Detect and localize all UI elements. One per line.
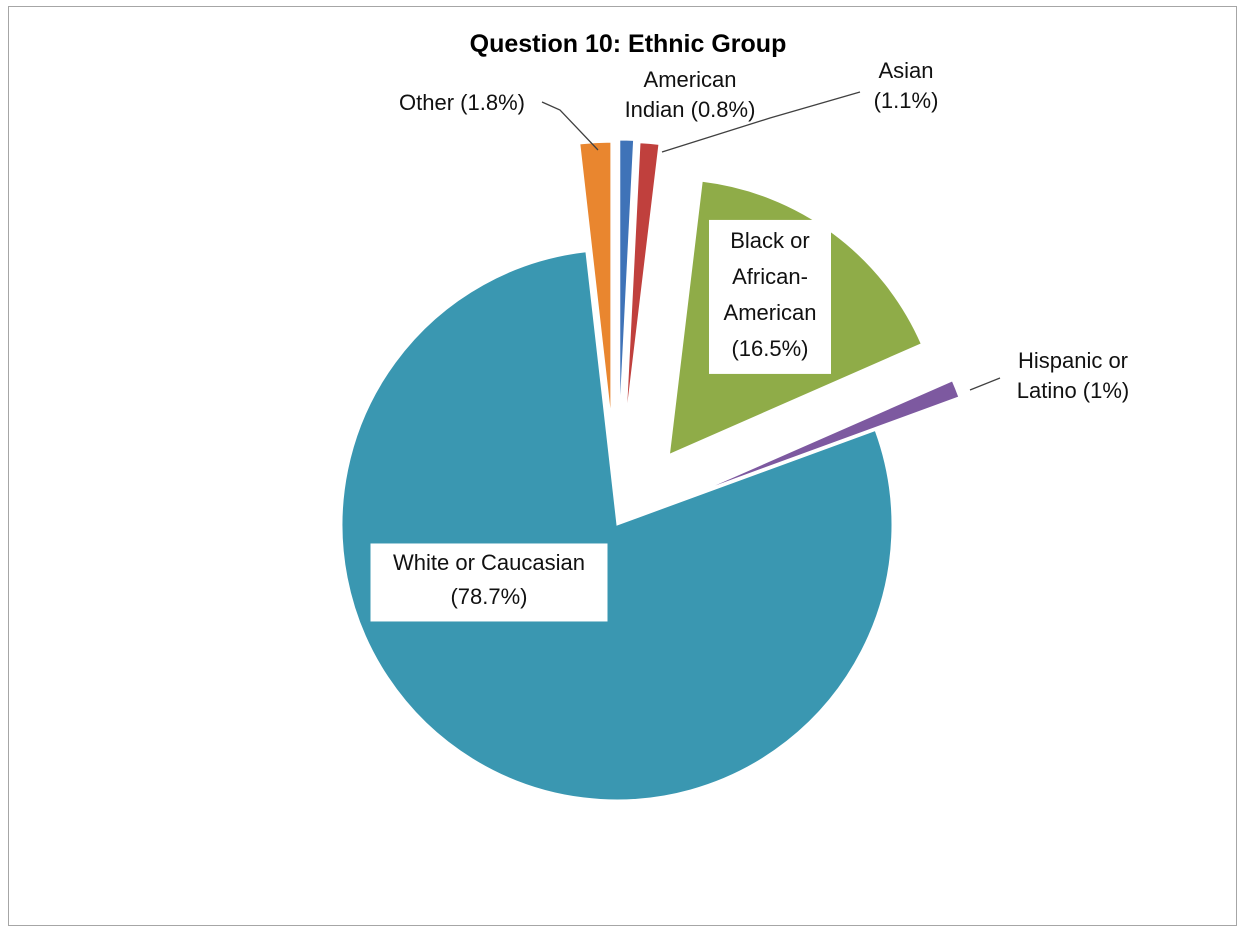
slice-label-line: Black or xyxy=(730,228,809,253)
slice-label-line: Other (1.8%) xyxy=(399,90,525,115)
slice-label-bg-2 xyxy=(709,219,831,374)
slice-label-line: White or Caucasian xyxy=(393,550,585,575)
slice-label-4: White or Caucasian (78.7%) xyxy=(370,543,608,622)
slice-label-line: (1.1%) xyxy=(874,88,939,113)
slice-label-line: (78.7%) xyxy=(450,584,527,609)
slice-label-0: American Indian (0.8%) xyxy=(625,67,756,122)
pie-slice-4 xyxy=(341,251,893,801)
slice-label-line: Latino (1%) xyxy=(1017,378,1130,403)
pie-slice-3 xyxy=(700,380,960,492)
slice-label-2: Black or African- American (16.5%) xyxy=(709,219,831,374)
pie-chart: Question 10: Ethnic Group American Indian… xyxy=(341,30,1130,801)
slice-label-line: African- xyxy=(732,264,808,289)
slice-label-line: (16.5%) xyxy=(731,336,808,361)
slice-label-1: Asian (1.1%) xyxy=(874,58,939,113)
slice-label-line: Hispanic or xyxy=(1018,348,1128,373)
pie-slice-0 xyxy=(619,139,635,416)
leader-line-5 xyxy=(541,101,599,151)
slice-label-line: American xyxy=(724,300,817,325)
slice-label-3: Hispanic or Latino (1%) xyxy=(1017,348,1130,403)
slice-label-bg-4 xyxy=(370,543,608,622)
chart-title: Question 10: Ethnic Group xyxy=(470,30,787,58)
pie-slice-5 xyxy=(579,141,612,418)
pie-slice-1 xyxy=(625,142,660,418)
slice-label-line: Asian xyxy=(878,58,933,83)
leader-line-3 xyxy=(969,377,1001,391)
slice-label-line: American xyxy=(644,67,737,92)
slice-label-line: Indian (0.8%) xyxy=(625,97,756,122)
leader-line-1 xyxy=(661,91,861,153)
slice-label-5: Other (1.8%) xyxy=(399,90,525,115)
